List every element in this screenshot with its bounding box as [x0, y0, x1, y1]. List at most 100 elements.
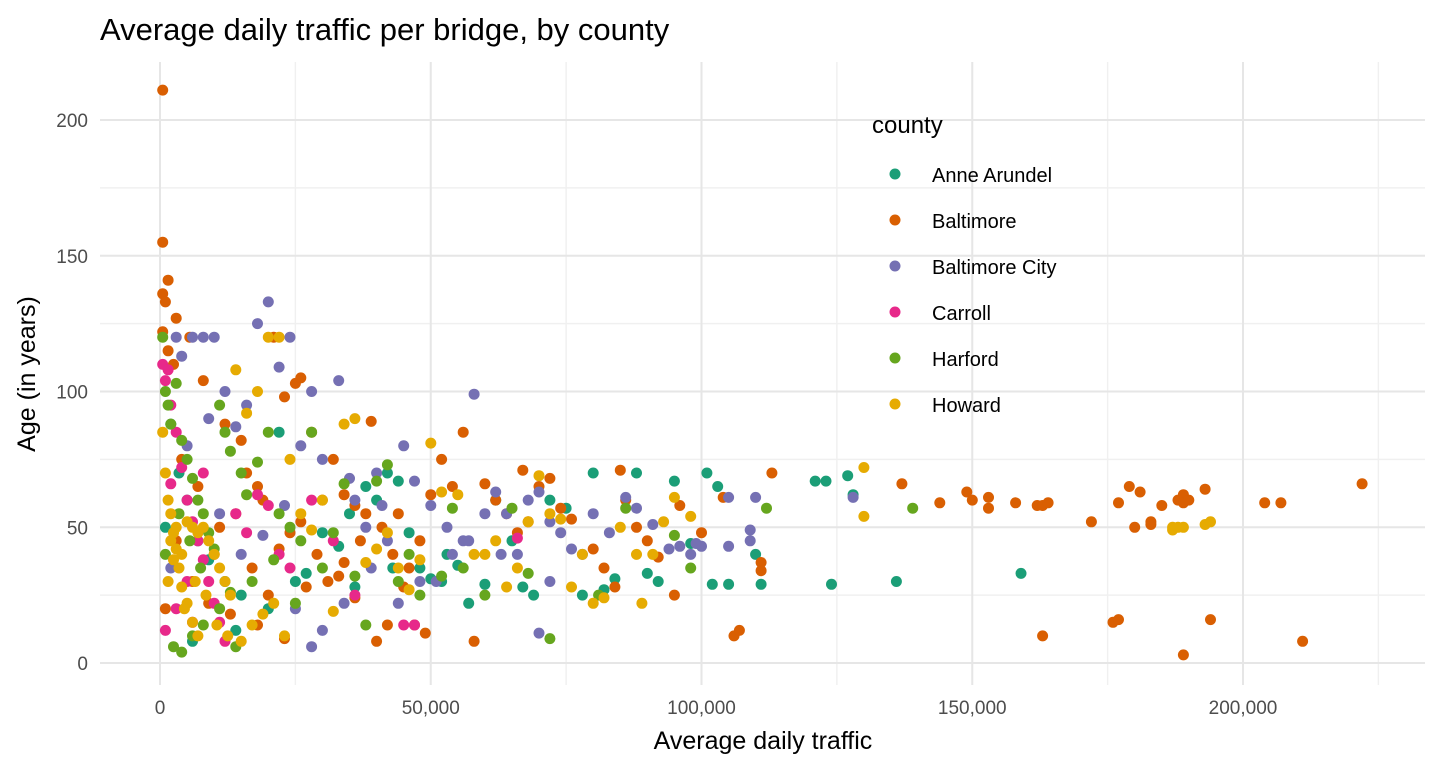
data-point: [392, 576, 404, 587]
data-point: [696, 540, 707, 552]
data-point: [203, 535, 215, 547]
data-point: [162, 399, 174, 411]
data-point: [755, 578, 767, 590]
data-point: [168, 554, 179, 566]
data-point: [668, 491, 680, 503]
data-point: [425, 489, 437, 501]
series-baltimore-city: [165, 296, 859, 653]
data-point: [983, 502, 994, 514]
data-point: [398, 619, 410, 631]
data-point: [170, 521, 182, 533]
legend-label: Carroll: [932, 303, 991, 325]
data-point: [354, 535, 366, 547]
data-point: [1037, 630, 1049, 642]
data-point: [668, 589, 680, 601]
data-point: [176, 462, 188, 473]
data-point: [576, 548, 588, 560]
data-point: [178, 603, 190, 615]
data-point: [371, 635, 383, 647]
data-point: [333, 375, 345, 387]
data-point: [203, 413, 215, 425]
legend-key: [889, 306, 901, 318]
data-point: [208, 331, 220, 343]
data-point: [750, 491, 762, 503]
data-point: [192, 535, 204, 547]
data-point: [173, 562, 185, 574]
data-point: [522, 494, 534, 506]
data-point: [566, 513, 577, 525]
data-point: [197, 467, 209, 479]
data-point: [197, 331, 209, 343]
data-point: [966, 494, 978, 506]
data-point: [262, 331, 274, 343]
grid: [100, 62, 1425, 685]
data-point: [490, 494, 502, 506]
data-point: [170, 331, 182, 343]
data-point: [168, 641, 179, 653]
legend-item: Anne Arundel: [889, 165, 1052, 187]
data-point: [533, 486, 545, 498]
legend-key: [889, 398, 901, 410]
data-point: [246, 619, 258, 631]
data-point: [468, 388, 480, 400]
data-point: [338, 597, 350, 609]
data-point: [544, 494, 556, 506]
data-point: [631, 521, 642, 533]
data-point: [295, 440, 307, 452]
data-point: [189, 576, 201, 587]
data-point: [192, 630, 204, 642]
data-point: [652, 576, 664, 587]
data-point: [636, 597, 648, 609]
data-point: [392, 562, 404, 574]
data-point: [511, 532, 523, 544]
data-point: [517, 464, 529, 476]
data-point: [1123, 481, 1135, 492]
data-point: [479, 548, 491, 560]
data-point: [159, 624, 171, 636]
data-point: [544, 508, 556, 520]
legend-label: Baltimore: [932, 211, 1016, 233]
data-point: [511, 562, 523, 574]
data-point: [184, 535, 196, 547]
data-point: [403, 584, 415, 596]
data-point: [252, 481, 263, 492]
data-points: [157, 84, 1368, 661]
data-point: [414, 535, 426, 547]
data-point: [165, 478, 177, 490]
data-point: [159, 548, 171, 560]
data-point: [211, 619, 223, 631]
data-point: [1085, 516, 1097, 528]
data-point: [165, 508, 177, 520]
data-point: [1042, 497, 1054, 509]
data-point: [1177, 649, 1189, 661]
data-point: [598, 562, 610, 574]
data-point: [425, 500, 437, 511]
data-point: [181, 453, 193, 465]
legend-item: Baltimore: [889, 211, 1016, 233]
legend-item: Baltimore City: [889, 257, 1056, 279]
data-point: [446, 548, 458, 560]
data-point: [414, 554, 426, 566]
data-point: [663, 543, 675, 555]
data-point: [658, 516, 670, 528]
data-point: [162, 364, 174, 376]
data-point: [436, 486, 448, 498]
data-point: [544, 576, 556, 587]
data-point: [441, 521, 453, 533]
data-point: [219, 418, 231, 430]
series-howard: [157, 331, 1216, 647]
data-point: [219, 576, 231, 587]
data-point: [668, 475, 680, 487]
data-point: [468, 548, 480, 560]
data-point: [381, 619, 393, 631]
data-point: [744, 524, 756, 536]
data-point: [414, 562, 426, 574]
data-point: [381, 527, 393, 539]
data-point: [349, 413, 361, 425]
data-point: [360, 557, 372, 568]
data-point: [1145, 516, 1157, 528]
data-point: [479, 578, 491, 590]
data-point: [371, 475, 383, 487]
data-point: [159, 603, 171, 615]
data-point: [631, 467, 642, 479]
